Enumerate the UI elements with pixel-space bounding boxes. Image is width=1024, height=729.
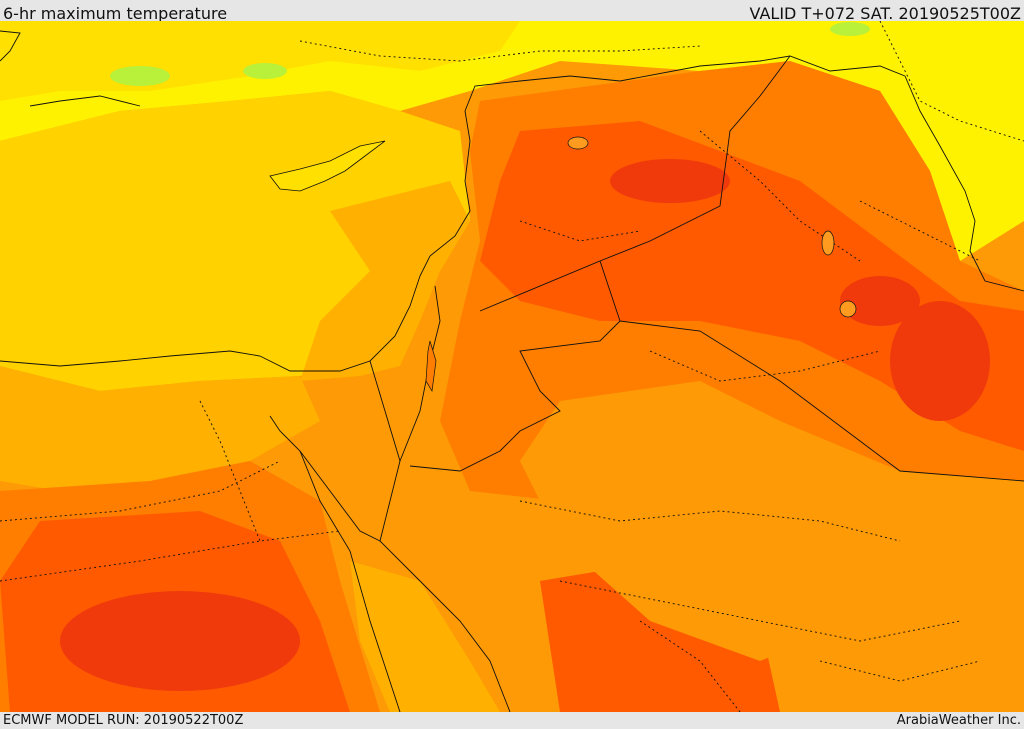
boundary-egypt-nile [199,400,261,542]
coastline-levant-turkey [0,55,906,372]
zone-amber-coast [300,181,470,381]
boundary-iraq-1 [649,350,881,382]
zone-amber-egypt-north [0,366,320,491]
lake-razazza [839,300,857,318]
border-jordan-saudi-iraq [409,320,1024,482]
boundary-turkey [299,40,701,62]
zone-red-orange-iraq [480,121,1024,451]
footer-bar: ECMWF MODEL RUN: 20190522T00Z ArabiaWeat… [0,712,1024,729]
zone-green-patch-2 [243,63,287,79]
temperature-map[interactable] [0,21,1024,712]
boundary-iran [859,200,981,262]
coastline-aegean [0,30,21,62]
boundary-egypt-mid [0,530,341,582]
zone-pale-yellow-north [0,21,1024,261]
header-bar: 6-hr maximum temperature VALID T+072 SAT… [0,0,1024,21]
valid-time-label: VALID T+072 SAT. 20190525T00Z [749,4,1021,21]
coastline-sinai [269,360,401,542]
zone-red-core-1 [610,159,730,203]
zone-red-core-4 [840,276,920,326]
cyprus-island [269,140,386,192]
map-title: 6-hr maximum temperature [3,4,228,21]
zone-orange-arabia-interior [520,381,880,661]
coastlines [0,30,1024,712]
map-svg [0,21,1024,712]
boundary-saudi-1 [519,500,901,542]
provider-label: ArabiaWeather Inc. [896,713,1021,728]
lake-tharthar [821,230,835,256]
boundary-caucasus [879,21,1024,142]
coastline-red-sea-west [299,450,401,712]
boundary-egypt-north [0,460,281,522]
boundary-saudi-3 [639,620,741,712]
coastline-red-sea-east [379,540,511,712]
zone-red-core-3 [60,591,300,691]
coastline-greece [29,95,141,107]
zone-green-patch-3 [830,22,870,36]
boundary-syria [519,220,641,242]
lake-assad [567,136,589,150]
zone-green-patch-1 [110,66,170,86]
zone-red-core-2 [890,301,990,421]
model-run-label: ECMWF MODEL RUN: 20190522T00Z [3,713,244,728]
dead-sea [425,340,437,393]
border-iran-iraq [904,75,1024,292]
border-syria-iraq-north [599,55,791,262]
